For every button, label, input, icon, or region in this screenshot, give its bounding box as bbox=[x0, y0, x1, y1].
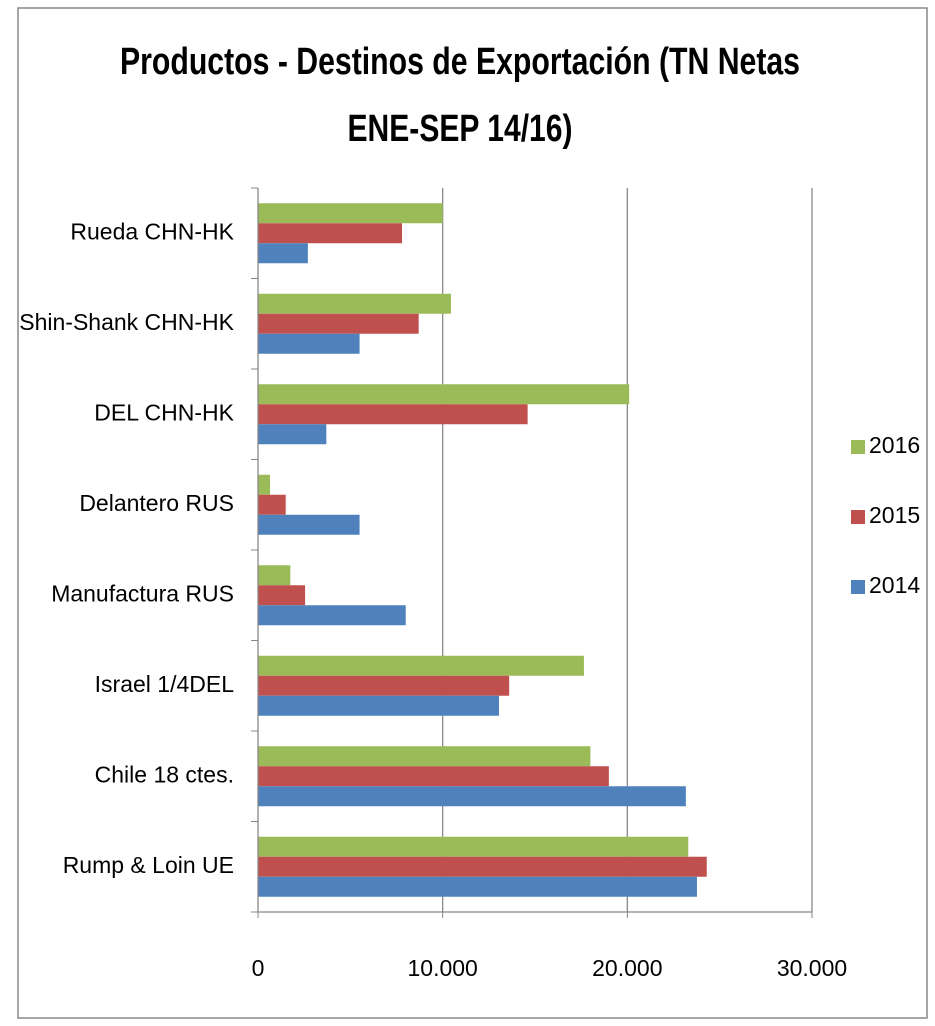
bar bbox=[258, 876, 697, 897]
y-tick-label: Rump & Loin UE bbox=[63, 852, 234, 878]
bar bbox=[258, 585, 306, 606]
legend-swatch bbox=[851, 580, 865, 594]
x-tick-label: 30.000 bbox=[777, 955, 847, 981]
bar bbox=[258, 766, 609, 787]
bar bbox=[258, 746, 591, 767]
x-tick-label: 10.000 bbox=[407, 955, 477, 981]
y-tick-label: Delantero RUS bbox=[79, 490, 234, 516]
bar bbox=[258, 223, 403, 244]
bar bbox=[258, 836, 689, 857]
bar bbox=[258, 494, 286, 515]
chart-title: Productos - Destinos de Exportación (TN … bbox=[120, 41, 800, 83]
legend-swatch bbox=[851, 440, 865, 454]
bar bbox=[258, 384, 630, 405]
bar bbox=[258, 313, 419, 334]
bar bbox=[258, 514, 360, 535]
bar bbox=[258, 203, 443, 224]
y-tick-label: DEL CHN-HK bbox=[94, 399, 234, 425]
bar bbox=[258, 424, 327, 445]
legend-label: 2016 bbox=[869, 432, 920, 458]
bar bbox=[258, 605, 406, 626]
bar bbox=[258, 675, 510, 696]
legend-label: 2014 bbox=[869, 572, 920, 598]
legend-label: 2015 bbox=[869, 502, 920, 528]
bar bbox=[258, 856, 707, 877]
bar bbox=[258, 695, 499, 716]
y-tick-label: Manufactura RUS bbox=[51, 580, 234, 606]
x-tick-label: 20.000 bbox=[592, 955, 662, 981]
y-tick-label: Rueda CHN-HK bbox=[70, 218, 234, 244]
legend-swatch bbox=[851, 510, 865, 524]
bar bbox=[258, 565, 291, 586]
bar bbox=[258, 333, 360, 354]
y-tick-label: Israel 1/4DEL bbox=[95, 671, 235, 697]
chart-title: ENE-SEP 14/16) bbox=[348, 108, 573, 150]
bar bbox=[258, 243, 308, 264]
bar bbox=[258, 293, 451, 314]
y-tick-label: Shin-Shank CHN-HK bbox=[19, 309, 234, 335]
y-tick-label: Chile 18 ctes. bbox=[95, 761, 234, 787]
x-tick-label: 0 bbox=[252, 955, 265, 981]
bar bbox=[258, 786, 686, 807]
bar bbox=[258, 474, 271, 495]
bar bbox=[258, 655, 584, 676]
bar bbox=[258, 404, 528, 425]
